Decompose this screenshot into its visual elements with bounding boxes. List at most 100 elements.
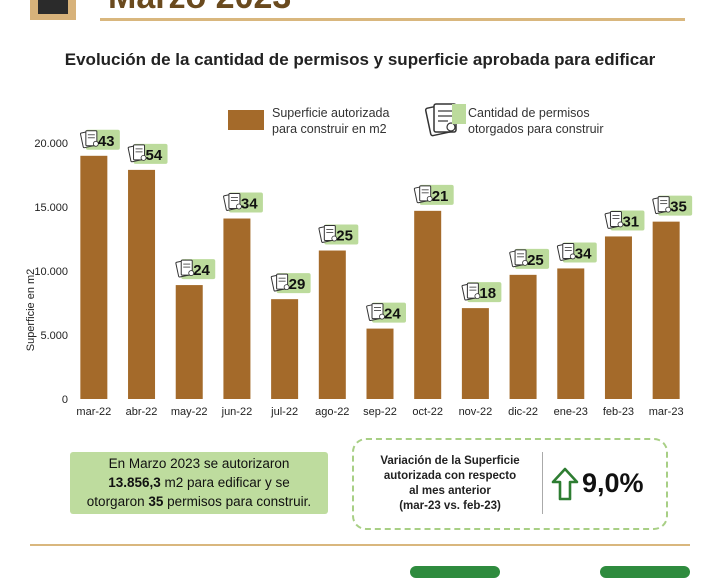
permit-count-label: 21 [432,188,449,205]
bar [318,250,346,399]
header-title: Marzo 2023 [108,0,291,17]
permit-icon [556,242,576,261]
x-tick-label: ago-22 [315,406,349,418]
permit-badge: 21 [413,184,454,205]
x-tick-label: dic-22 [508,406,538,418]
bar-chart: Superficie autorizada para construir en … [25,103,693,418]
permit-icon [652,196,672,215]
permit-badge: 43 [80,129,120,150]
bar [271,299,299,399]
x-tick-label: jul-22 [270,406,298,418]
permit-icon [270,273,290,292]
summary-area-value: 13.856,3 [108,475,161,490]
permit-count-label: 18 [479,285,496,302]
legend: Superficie autorizada para construir en … [228,103,604,137]
footer-decoration-1 [410,566,500,578]
permit-count-label: 29 [289,276,306,293]
legend-bar-swatch [228,110,264,130]
permit-icon [223,193,242,211]
legend-icon-label-1: Cantidad de permisos [468,106,590,120]
y-tick-label: 15.000 [34,202,68,214]
permit-count-label: 31 [622,213,639,230]
variation-box: Variación de la Superficie autorizada co… [352,438,668,530]
permit-count-label: 35 [670,199,687,216]
summary-line-1: En Marzo 2023 se autorizaron [108,456,290,471]
y-tick-label: 10.000 [34,266,68,278]
header: Marzo 2023 [0,0,720,24]
permit-badges: 43 54 24 34 29 25 24 21 18 25 34 31 35 [80,129,693,323]
header-divider [100,18,685,21]
variation-divider [542,452,543,514]
permit-icon [604,210,624,229]
x-tick-label: sep-22 [363,406,397,418]
permit-count-label: 24 [193,262,210,279]
variation-value: 9,0% [582,468,644,498]
permit-icon [127,144,147,163]
legend-icon-label-2: otorgados para construir [468,122,604,136]
variation-text-1: Variación de la Superficie [380,455,520,467]
x-tick-label: feb-23 [603,406,634,418]
permit-count-label: 34 [241,196,258,213]
permit-badge: 29 [270,273,311,294]
bars [80,155,680,399]
permit-count-label: 24 [384,306,401,323]
legend-permit-icon [424,103,457,137]
permit-icon [461,282,481,301]
permit-count-label: 25 [527,252,544,269]
variation-text-3: al mes anterior [409,485,491,497]
y-axis-label: Superficie en m2 [25,269,37,352]
x-tick-label: oct-22 [412,406,443,418]
bar [223,218,251,399]
x-tick-label: abr-22 [126,406,158,418]
permit-badge: 35 [652,195,693,216]
bar [128,169,156,399]
x-tick-label: may-22 [171,406,208,418]
bar [509,274,537,399]
permit-count-label: 25 [336,228,353,245]
permit-badge: 34 [223,192,263,213]
permit-badge: 31 [604,210,645,231]
permit-badge: 25 [318,224,359,245]
permit-icon [366,303,385,322]
permit-badge: 24 [366,302,406,323]
x-tick-label: mar-23 [649,406,684,418]
permit-badge: 24 [175,259,216,280]
permit-count-label: 54 [146,147,163,164]
legend-bar-label-1: Superficie autorizada [272,106,389,120]
y-tick-label: 20.000 [34,138,68,150]
bar [366,328,394,399]
summary-line-3-start: otorgaron [86,494,149,509]
permit-badge: 34 [556,242,597,263]
x-tick-label: nov-22 [459,406,493,418]
x-tick-label: mar-22 [76,406,111,418]
bar [652,221,680,399]
summary-line-3-end: permisos para construir. [163,494,312,509]
permit-icon [80,130,99,149]
bar [414,210,442,399]
summary-permits-value: 35 [148,494,164,509]
x-tick-label: jun-22 [221,406,253,418]
bar [604,236,632,399]
arrow-up-icon [551,467,579,501]
y-axis: 0 5.000 10.000 15.000 20.000 [34,138,68,406]
y-tick-label: 5.000 [40,330,68,342]
permit-badge: 18 [461,282,502,303]
summary-box: En Marzo 2023 se autorizaron 13.856,3 m2… [70,452,328,514]
permit-badge: 25 [509,248,550,269]
legend-bar-label-2: para construir en m2 [272,122,387,136]
permit-count-label: 43 [98,133,115,150]
bar [461,308,489,399]
footer-decoration-2 [600,566,690,578]
y-tick-label: 0 [62,394,68,406]
summary-line-2: m2 para edificar y se [160,475,290,490]
permit-count-label: 34 [575,245,592,262]
chart-title: Evolución de la cantidad de permisos y s… [64,50,656,69]
legend-badge-bg [452,104,466,124]
permit-icon [318,225,338,243]
permit-badge: 54 [127,143,168,164]
permit-icon [509,249,528,268]
logo [30,0,76,20]
bar [175,285,203,399]
bar [557,268,585,399]
permit-icon [175,259,195,278]
